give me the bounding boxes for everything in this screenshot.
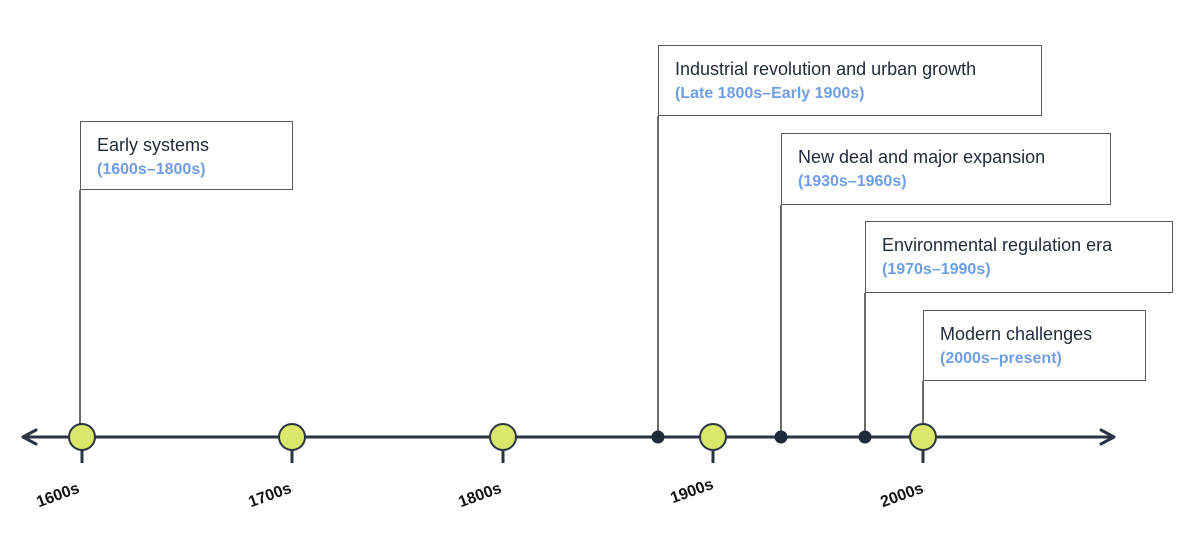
event-title: Industrial revolution and urban growth — [675, 59, 977, 79]
event-dot-1 — [651, 430, 665, 444]
event-title: Early systems — [97, 135, 210, 155]
event-dot-2 — [774, 430, 788, 444]
event-range: (1600s–1800s) — [97, 161, 206, 178]
event-range: (Late 1800s–Early 1900s) — [675, 85, 865, 102]
axis-arrow-left-icon — [21, 428, 38, 446]
era-marker-1800s — [489, 423, 517, 451]
axis-arrow-right-icon — [1099, 428, 1116, 446]
event-range: (1970s–1990s) — [882, 261, 991, 278]
event-box-new-deal: New deal and major expansion (1930s–1960… — [781, 133, 1111, 205]
event-title: Modern challenges — [940, 324, 1093, 344]
event-range: (1930s–1960s) — [798, 173, 907, 190]
event-dot-3 — [858, 430, 872, 444]
era-marker-1600s — [68, 423, 96, 451]
era-marker-1700s — [278, 423, 306, 451]
event-box-early-systems: Early systems (1600s–1800s) — [80, 121, 293, 190]
event-box-environmental-regulation: Environmental regulation era (1970s–1990… — [865, 221, 1173, 293]
event-title: New deal and major expansion — [798, 147, 1046, 167]
era-marker-1900s — [699, 423, 727, 451]
event-box-industrial-revolution: Industrial revolution and urban growth (… — [658, 45, 1042, 116]
event-range: (2000s–present) — [940, 350, 1062, 367]
era-marker-2000s — [909, 423, 937, 451]
event-title: Environmental regulation era — [882, 235, 1113, 255]
event-box-modern-challenges: Modern challenges (2000s–present) — [923, 310, 1146, 381]
